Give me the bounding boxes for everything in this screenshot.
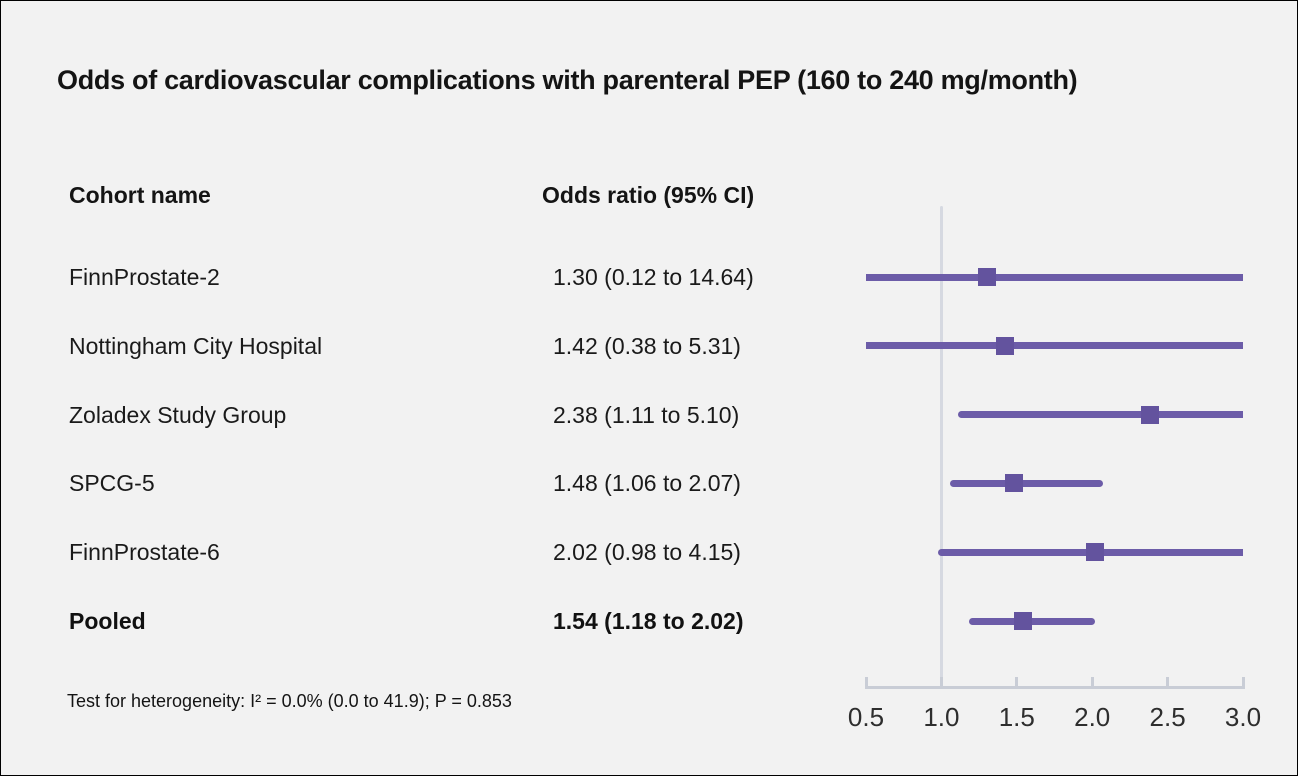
x-tick-label: 2.0: [1074, 702, 1111, 732]
figure-title: Odds of cardiovascular complications wit…: [57, 65, 1078, 95]
ci-line: [950, 479, 1103, 487]
x-tick-label: 2.5: [1149, 702, 1186, 732]
odds-ratio-value: 1.48 (1.06 to 2.07): [553, 470, 741, 497]
x-tick-label: 1.0: [923, 702, 960, 732]
x-tick: [1241, 677, 1245, 686]
ci-line: [957, 411, 1243, 419]
or-marker: [1004, 474, 1023, 493]
or-marker: [1013, 612, 1032, 630]
x-axis-line: [864, 686, 1245, 689]
odds-ratio-value: 1.30 (0.12 to 14.64): [553, 264, 754, 290]
odds-ratio-value: 2.38 (1.11 to 5.10): [553, 401, 740, 428]
or-marker: [1140, 405, 1159, 424]
pooled-row-label: Pooled: [69, 608, 146, 634]
cohort-name-label: Zoladex Study Group: [69, 401, 287, 428]
ci-line: [968, 617, 1096, 625]
cohort-name-label: FinnProstate-6: [69, 539, 220, 566]
ci-line: [866, 273, 1243, 281]
column-header-odds-ratio: Odds ratio (95% CI): [542, 182, 755, 208]
cohort-name-label: SPCG-5: [69, 470, 155, 497]
x-tick-label: 3.0: [1224, 702, 1262, 732]
or-marker: [1086, 543, 1105, 562]
cohort-name-label: Nottingham City Hospital: [69, 332, 323, 359]
x-tick: [1166, 677, 1170, 686]
x-tick-label: 1.5: [998, 702, 1035, 732]
column-header-cohort-name: Cohort name: [69, 182, 211, 208]
x-tick-label: 0.5: [847, 702, 885, 732]
or-marker: [977, 268, 996, 286]
reference-line: [939, 206, 943, 689]
odds-ratio-value: 2.02 (0.98 to 4.15): [553, 539, 741, 566]
x-tick: [939, 677, 943, 686]
x-tick: [1015, 677, 1019, 686]
x-tick: [864, 677, 868, 686]
cohort-name-label: FinnProstate-2: [69, 264, 220, 290]
heterogeneity-note: Test for heterogeneity: I² = 0.0% (0.0 t…: [67, 691, 512, 711]
x-tick: [1090, 677, 1094, 686]
or-marker: [995, 336, 1014, 355]
ci-line: [866, 342, 1243, 350]
pooled-odds-ratio-value: 1.54 (1.18 to 2.02): [553, 608, 744, 634]
odds-ratio-value: 1.42 (0.38 to 5.31): [553, 332, 741, 359]
